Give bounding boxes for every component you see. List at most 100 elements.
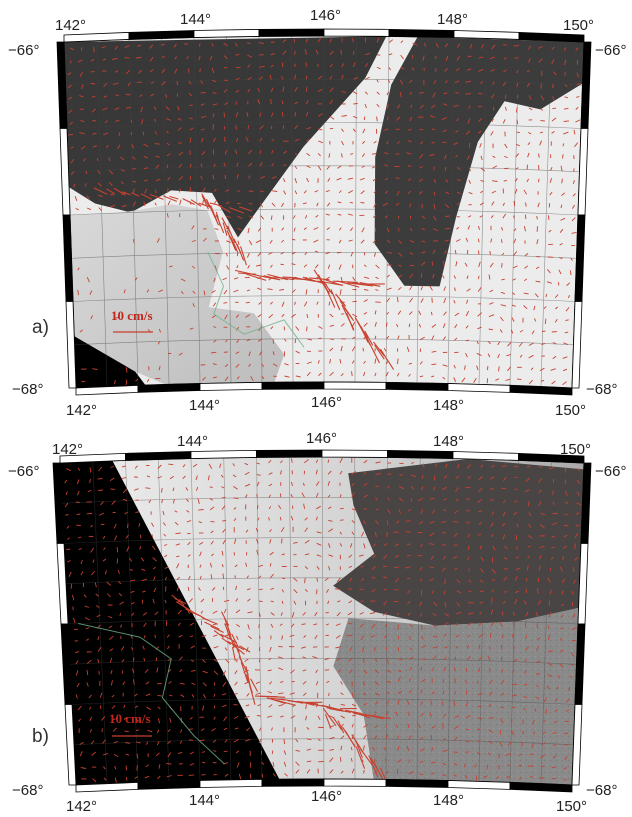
current-vector bbox=[213, 199, 218, 205]
current-vector bbox=[360, 600, 364, 602]
current-vector bbox=[312, 655, 318, 659]
current-vector bbox=[84, 605, 90, 608]
current-vector bbox=[294, 63, 296, 68]
current-vector bbox=[282, 39, 287, 43]
current-vector bbox=[442, 774, 447, 777]
current-vector bbox=[418, 323, 422, 328]
current-vector bbox=[490, 215, 494, 219]
current-vector bbox=[524, 659, 527, 663]
current-vector bbox=[431, 761, 436, 764]
current-vector bbox=[278, 703, 284, 707]
current-vector bbox=[397, 699, 400, 705]
current-vector bbox=[338, 227, 342, 231]
current-vector bbox=[488, 314, 495, 318]
current-vector bbox=[364, 63, 369, 68]
current-vector bbox=[325, 213, 330, 216]
current-vector bbox=[326, 165, 331, 170]
current-vector bbox=[229, 207, 244, 214]
current-vector bbox=[224, 376, 229, 382]
current-vector bbox=[316, 301, 319, 305]
current-vector bbox=[536, 239, 539, 245]
current-vector bbox=[248, 175, 251, 179]
current-vector bbox=[200, 80, 204, 84]
current-vector bbox=[453, 300, 456, 304]
current-vector bbox=[198, 587, 201, 591]
current-vector bbox=[406, 152, 412, 155]
current-vector bbox=[527, 152, 530, 158]
current-vector bbox=[256, 549, 259, 556]
current-vector bbox=[455, 238, 461, 242]
current-vector bbox=[161, 499, 164, 504]
current-vector bbox=[523, 707, 526, 711]
current-vector bbox=[502, 119, 506, 124]
current-vector bbox=[383, 348, 387, 352]
current-vector bbox=[345, 709, 363, 715]
current-vector bbox=[132, 668, 135, 674]
current-vector bbox=[201, 751, 206, 753]
current-vector bbox=[316, 554, 322, 557]
current-vector bbox=[551, 117, 557, 122]
current-vector bbox=[167, 176, 171, 181]
current-vector bbox=[386, 104, 389, 109]
current-vector bbox=[352, 300, 357, 303]
current-vector bbox=[103, 132, 109, 136]
current-vector bbox=[120, 169, 126, 172]
current-vector bbox=[130, 119, 133, 123]
current-vector bbox=[340, 692, 344, 696]
current-vector bbox=[500, 316, 504, 322]
current-vector bbox=[174, 597, 187, 605]
current-vector bbox=[339, 507, 344, 510]
current-vector bbox=[433, 80, 437, 84]
current-vector bbox=[503, 180, 507, 182]
current-vector bbox=[553, 71, 557, 76]
current-vector bbox=[576, 72, 580, 78]
current-vector bbox=[166, 634, 170, 638]
current-vector bbox=[64, 479, 68, 484]
current-vector bbox=[89, 290, 93, 295]
current-vector bbox=[368, 714, 391, 720]
current-vector bbox=[490, 487, 495, 490]
current-vector bbox=[143, 143, 149, 147]
current-vector bbox=[236, 265, 239, 269]
current-vector bbox=[408, 678, 411, 683]
current-vector bbox=[431, 725, 436, 729]
current-vector bbox=[453, 774, 457, 777]
current-vector bbox=[199, 43, 201, 47]
current-vector bbox=[453, 142, 459, 146]
current-vector bbox=[294, 165, 298, 170]
current-vector bbox=[157, 682, 162, 685]
current-vector bbox=[540, 512, 546, 516]
current-vector bbox=[317, 113, 323, 117]
current-vector bbox=[563, 342, 568, 345]
current-vector bbox=[158, 328, 162, 333]
current-vector bbox=[443, 667, 447, 672]
current-vector bbox=[168, 694, 173, 697]
current-vector bbox=[222, 670, 227, 676]
current-vector bbox=[489, 56, 496, 60]
lon-tick-150: 150° bbox=[560, 441, 591, 458]
current-vector bbox=[271, 138, 275, 142]
current-vector bbox=[363, 312, 368, 315]
lat-tick-68-left: −68° bbox=[12, 782, 43, 799]
current-vector bbox=[208, 463, 213, 469]
current-vector bbox=[222, 573, 225, 579]
current-vector bbox=[535, 696, 540, 700]
current-vector bbox=[561, 178, 563, 184]
current-vector bbox=[442, 275, 445, 279]
current-vector bbox=[351, 768, 355, 774]
current-vector bbox=[155, 189, 157, 194]
current-vector bbox=[548, 634, 550, 641]
current-vector bbox=[351, 38, 354, 43]
current-vector bbox=[565, 698, 570, 703]
current-vector bbox=[492, 81, 495, 86]
current-vector bbox=[375, 473, 381, 475]
current-vector bbox=[128, 557, 133, 562]
current-vector bbox=[547, 577, 551, 583]
current-vector bbox=[280, 715, 284, 718]
current-vector bbox=[152, 557, 157, 562]
current-vector bbox=[505, 106, 507, 111]
current-vector bbox=[397, 358, 399, 365]
current-vector bbox=[375, 276, 379, 280]
current-vector bbox=[315, 49, 319, 55]
current-vector bbox=[551, 46, 555, 50]
